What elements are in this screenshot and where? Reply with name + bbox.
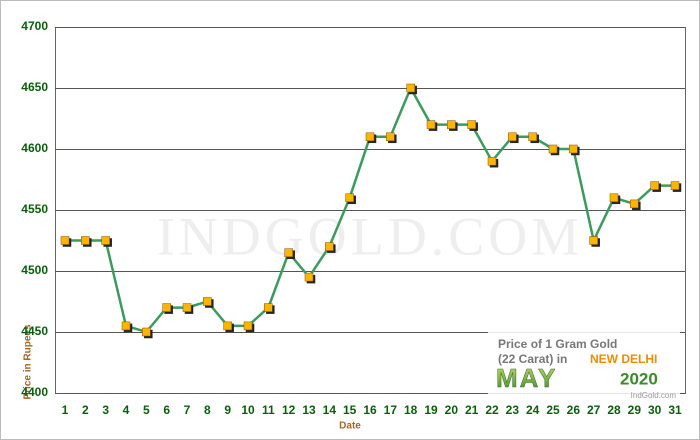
y-axis-label: Price in Rupees [23,324,34,399]
marker [569,144,578,154]
watermark: INDGOLD.COM [157,206,583,266]
annotation-line: (22 Carat) in [498,352,567,366]
marker [264,303,273,312]
x-tick-label: 19 [424,403,438,417]
marker [182,303,192,312]
marker [630,199,639,209]
y-tick-label: 4450 [21,324,48,338]
marker [325,242,334,251]
x-tick-label: 26 [567,403,581,417]
y-tick-label: 4700 [21,19,48,33]
x-tick-label: 7 [184,403,191,417]
x-axis-label: Date [339,421,361,432]
marker [60,236,70,245]
marker [142,327,151,337]
marker [548,144,558,154]
y-tick-label: 4550 [21,202,48,216]
x-tick-label: 13 [302,403,316,417]
x-tick-label: 27 [587,403,601,417]
annotation-credit: IndGold.com [631,391,677,400]
marker [345,193,354,203]
y-tick-label: 4600 [21,141,48,155]
marker [223,321,232,331]
marker [81,236,90,245]
x-tick-label: 31 [668,403,682,417]
marker [121,321,131,331]
annotation-line: Price of 1 Gram Gold [498,337,617,351]
x-tick-label: 20 [445,403,459,417]
x-tick-label: 28 [607,403,621,417]
marker [650,181,659,190]
y-tick-label: 4500 [21,263,48,277]
x-tick-label: 6 [163,403,170,417]
x-tick-label: 4 [123,403,130,417]
x-tick-label: 22 [485,403,499,417]
x-tick-label: 14 [323,403,337,417]
x-tick-label: 8 [204,403,211,417]
x-tick-label: 29 [628,403,642,417]
marker [508,132,517,142]
annotation-year: 2020 [620,369,658,388]
x-tick-label: 25 [546,403,560,417]
marker [284,248,293,257]
y-tick-label: 4400 [21,385,48,399]
marker [487,156,497,166]
marker [406,83,415,93]
x-tick-label: 24 [526,403,540,417]
annotation-month: MAY [496,363,557,393]
x-tick-label: 17 [384,403,398,417]
annotation: Price of 1 Gram Gold (22 Carat) in NEW D… [488,332,680,400]
marker [243,321,253,331]
marker [589,236,598,245]
x-tick-label: 3 [102,403,109,417]
annotation-bg [488,332,680,400]
x-tick-label: 30 [648,403,662,417]
x-tick-label: 15 [343,403,357,417]
x-tick-label: 2 [82,403,89,417]
marker [304,272,314,282]
marker [203,297,212,306]
marker [528,132,537,142]
marker [609,193,619,203]
marker [162,303,171,312]
x-tick-label: 18 [404,403,418,417]
marker [467,120,476,129]
marker [426,120,436,129]
x-tick-label: 23 [506,403,520,417]
x-tick-label: 21 [465,403,479,417]
x-tick-label: 1 [62,403,69,417]
x-tick-label: 12 [282,403,296,417]
x-tick-label: 9 [224,403,231,417]
marker [670,181,680,190]
marker [101,236,110,245]
x-tick-label: 5 [143,403,150,417]
x-tick-label: 16 [363,403,377,417]
marker [365,132,375,142]
y-tick-label: 4650 [21,80,48,94]
x-tick-label: 11 [262,403,275,417]
x-tick-label: 10 [241,403,255,417]
annotation-city: NEW DELHI [590,352,657,366]
marker [447,120,456,129]
marker [386,132,395,142]
